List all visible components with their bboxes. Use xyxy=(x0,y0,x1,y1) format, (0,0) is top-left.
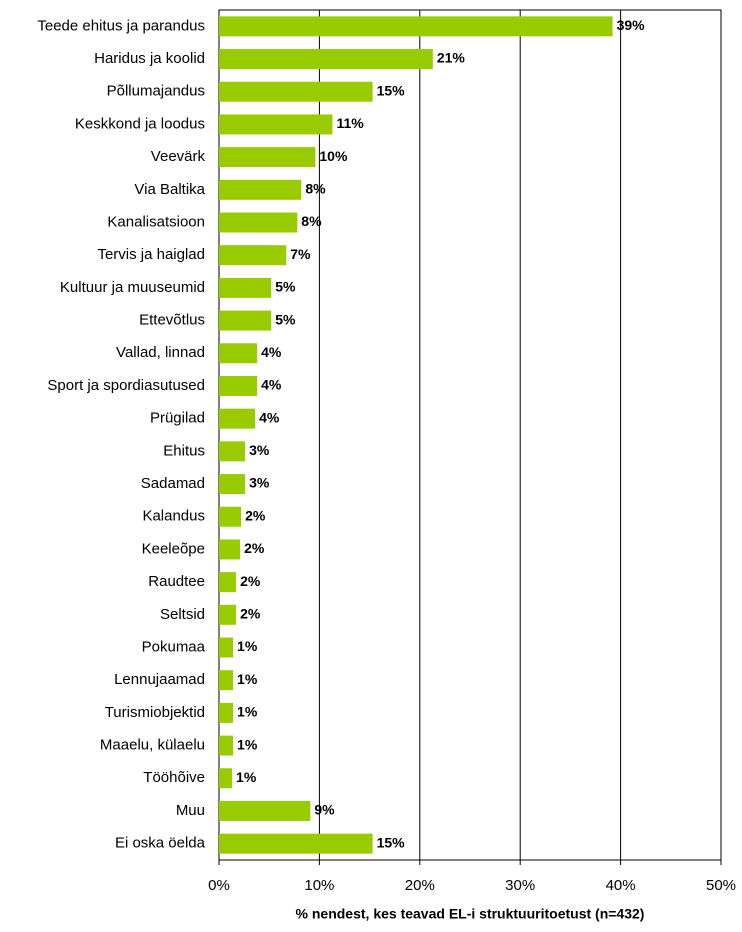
value-label: 8% xyxy=(301,213,322,229)
bar xyxy=(219,539,241,560)
value-label: 2% xyxy=(244,540,265,556)
y-tick-label: Pokumaa xyxy=(142,638,206,655)
y-tick-label: Tervis ja haiglad xyxy=(97,246,205,263)
x-axis-title: % nendest, kes teavad EL-i struktuuritoe… xyxy=(296,906,645,922)
bar xyxy=(219,81,373,102)
y-tick-label: Teede ehitus ja parandus xyxy=(37,17,205,34)
bar xyxy=(219,114,333,135)
x-tick-label: 10% xyxy=(304,877,334,894)
value-label: 9% xyxy=(314,802,335,818)
bar xyxy=(219,670,234,691)
value-label: 1% xyxy=(236,769,257,785)
y-tick-label: Sadamad xyxy=(141,475,205,492)
value-label: 21% xyxy=(437,50,466,66)
y-tick-label: Kalandus xyxy=(142,508,205,525)
value-label: 2% xyxy=(240,573,261,589)
y-tick-label: Ettevõtlus xyxy=(139,312,205,329)
y-tick-label: Keskkond ja loodus xyxy=(75,115,205,132)
bar xyxy=(219,735,234,756)
bar xyxy=(219,49,433,70)
y-tick-label: Lennujaamad xyxy=(114,671,205,688)
value-label: 4% xyxy=(261,344,282,360)
y-tick-label: Vallad, linnad xyxy=(116,344,205,361)
y-tick-label: Haridus ja koolid xyxy=(94,50,205,67)
y-tick-label: Seltsid xyxy=(160,606,205,623)
bar xyxy=(219,637,234,658)
value-label: 7% xyxy=(290,246,311,262)
bar xyxy=(219,179,302,200)
y-tick-label: Kultuur ja muuseumid xyxy=(60,279,205,296)
x-tick-label: 50% xyxy=(706,877,736,894)
y-tick-label: Keeleõpe xyxy=(142,540,205,557)
value-label: 39% xyxy=(617,17,646,33)
x-tick-label: 0% xyxy=(208,877,230,894)
bar xyxy=(219,408,256,429)
bar xyxy=(219,343,258,364)
value-label: 2% xyxy=(245,507,266,523)
bar xyxy=(219,375,258,396)
bar xyxy=(219,702,234,723)
y-tick-label: Põllumajandus xyxy=(107,83,205,100)
value-label: 15% xyxy=(377,82,406,98)
bar xyxy=(219,604,237,625)
bar xyxy=(219,310,272,331)
value-label: 1% xyxy=(237,671,258,687)
value-label: 1% xyxy=(237,638,258,654)
value-label: 15% xyxy=(377,834,406,850)
bar xyxy=(219,768,233,789)
x-tick-label: 30% xyxy=(505,877,535,894)
bar xyxy=(219,16,613,37)
y-tick-label: Sport ja spordiasutused xyxy=(47,377,205,394)
value-label: 5% xyxy=(275,279,296,295)
bar xyxy=(219,245,287,266)
value-label: 3% xyxy=(249,442,270,458)
value-label: 8% xyxy=(305,181,326,197)
x-tick-label: 40% xyxy=(606,877,636,894)
value-label: 2% xyxy=(240,606,261,622)
value-label: 11% xyxy=(336,115,364,131)
bar xyxy=(219,441,246,462)
y-tick-label: Raudtee xyxy=(148,573,205,590)
y-tick-label: Via Baltika xyxy=(134,181,205,198)
y-tick-label: Turismiobjektid xyxy=(105,704,205,721)
bar xyxy=(219,474,246,495)
bar xyxy=(219,147,316,168)
value-label: 3% xyxy=(249,475,270,491)
value-label: 1% xyxy=(237,736,258,752)
y-tick-label: Ei oska öelda xyxy=(115,835,206,852)
plot-frame xyxy=(218,9,722,861)
y-tick-label: Tööhõive xyxy=(143,769,205,786)
y-tick-label: Ehitus xyxy=(163,442,205,459)
value-label: 1% xyxy=(237,704,258,720)
value-label: 10% xyxy=(319,148,348,164)
x-tick-label: 20% xyxy=(405,877,435,894)
bar xyxy=(219,506,242,527)
y-tick-label: Muu xyxy=(176,802,205,819)
bar xyxy=(219,833,373,854)
bar xyxy=(219,277,272,298)
y-tick-label: Kanalisatsioon xyxy=(107,213,205,230)
bar xyxy=(219,800,311,821)
bar xyxy=(219,572,237,593)
value-label: 4% xyxy=(259,409,280,425)
value-label: 5% xyxy=(275,311,296,327)
y-tick-label: Prügilad xyxy=(150,410,205,427)
y-tick-label: Veevärk xyxy=(151,148,206,165)
bar xyxy=(219,212,298,233)
y-tick-label: Maaelu, külaelu xyxy=(100,737,205,754)
value-label: 4% xyxy=(261,377,282,393)
